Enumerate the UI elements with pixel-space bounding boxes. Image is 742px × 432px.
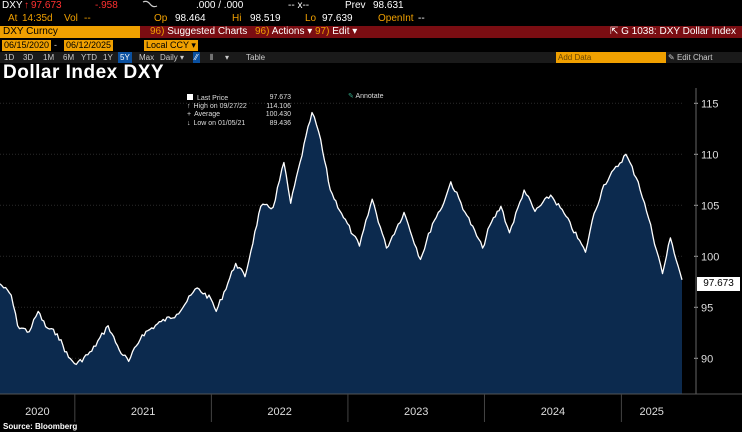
x-tick-label: 2024 bbox=[541, 406, 565, 418]
swoosh-icon bbox=[142, 0, 158, 12]
source-note: Source: Bloomberg bbox=[3, 422, 78, 431]
legend-high: ↑ High on 09/27/22 114.106 bbox=[187, 102, 291, 110]
x-axis: 2020 2021 2022 2023 2024 2025 bbox=[0, 393, 742, 422]
last-price-flag: 97.673 bbox=[697, 277, 740, 291]
legend-average: + Average 100.430 bbox=[187, 111, 291, 118]
range-6m[interactable]: 6M bbox=[63, 53, 75, 62]
range-bar: 1D 3D 1M 6M YTD 1Y 5Y Max Daily ▾ ⁄⁄ ⫴ ▾… bbox=[0, 52, 742, 63]
down-arrow-icon: ↓ bbox=[187, 119, 191, 127]
y-axis: 90 95 100 105 110 115 bbox=[694, 88, 719, 394]
y-tick-label: 90 bbox=[701, 353, 713, 365]
net-change: -.958 bbox=[95, 0, 118, 11]
export-icon: ⇱ bbox=[609, 26, 619, 37]
quote-line-2: At 14:35d Vol -- Op 98.464 Hi 98.519 Lo … bbox=[0, 13, 742, 26]
edit-menu[interactable]: 97) Edit ▾ bbox=[315, 26, 358, 37]
bar-chart-icon[interactable]: ⫴ bbox=[210, 53, 214, 62]
ticker[interactable]: DXY bbox=[2, 0, 23, 11]
range-5y[interactable]: 5Y bbox=[118, 52, 132, 63]
y-tick-label: 115 bbox=[701, 98, 719, 110]
plus-icon: + bbox=[187, 111, 192, 118]
up-arrow-icon: ↑ bbox=[24, 0, 29, 11]
time-value: 14:35d bbox=[22, 13, 53, 24]
currency-select[interactable]: Local CCY ▾ bbox=[144, 40, 198, 51]
x-tick-label: 2025 bbox=[639, 406, 663, 418]
prev-value: 98.631 bbox=[373, 0, 404, 11]
range-1y[interactable]: 1Y bbox=[103, 53, 113, 62]
quote-line-1: DXY ↑ 97.673 -.958 .000 / .000 -- x-- Pr… bbox=[0, 0, 742, 13]
chart-title: Dollar Index DXY bbox=[3, 62, 165, 83]
chevron-down-icon: ▾ bbox=[307, 26, 313, 37]
end-date-field[interactable]: 06/12/2025 bbox=[64, 40, 114, 51]
open-label: Op bbox=[154, 13, 168, 24]
vol-label: Vol bbox=[64, 13, 78, 24]
x-tick-label: 2023 bbox=[404, 406, 428, 418]
chevron-down-icon: ▾ bbox=[180, 53, 185, 62]
y-tick-label: 95 bbox=[701, 302, 713, 314]
range-3d[interactable]: 3D bbox=[23, 53, 34, 62]
actions-menu[interactable]: 96) Actions ▾ bbox=[255, 26, 313, 37]
up-arrow-icon: ↑ bbox=[187, 102, 191, 110]
edit-chart-button[interactable]: ✎ Edit Chart bbox=[668, 53, 713, 62]
last-price: 97.673 bbox=[31, 0, 62, 11]
add-data-input[interactable]: Add Data bbox=[556, 52, 666, 63]
table-button[interactable]: Table bbox=[246, 53, 266, 62]
command-bar: DXY Curncy 96) Suggested Charts 96) Acti… bbox=[0, 26, 742, 38]
x-tick-label: 2022 bbox=[267, 406, 291, 418]
chevron-down-icon: ▾ bbox=[191, 40, 196, 50]
openint-value: -- bbox=[418, 13, 425, 24]
chevron-down-icon: ▾ bbox=[352, 26, 358, 37]
x-tick-label: 2021 bbox=[131, 406, 155, 418]
line-chart-icon[interactable]: ⁄⁄ bbox=[193, 52, 200, 63]
chart-legend[interactable]: Last Price 97.673 ↑ High on 09/27/22 114.… bbox=[187, 94, 291, 128]
suggested-charts-menu[interactable]: 96) Suggested Charts bbox=[150, 26, 248, 37]
high-label: Hi bbox=[232, 13, 242, 24]
range-1d[interactable]: 1D bbox=[4, 53, 15, 62]
frequency-select[interactable]: Daily ▾ bbox=[160, 53, 185, 62]
x-tick-label: 2020 bbox=[25, 406, 49, 418]
legend-last: Last Price 97.673 bbox=[187, 94, 291, 103]
high-value: 98.519 bbox=[250, 13, 281, 24]
chevron-down-icon[interactable]: ▾ bbox=[225, 53, 230, 62]
time-label: At bbox=[8, 13, 18, 24]
y-tick-label: 100 bbox=[701, 251, 719, 263]
date-bar: 06/15/2020 - 06/12/2025 Local CCY ▾ bbox=[0, 40, 742, 51]
annotate-button[interactable]: ✎ Annotate bbox=[348, 93, 384, 100]
vol-value: -- bbox=[84, 13, 91, 24]
openint-label: OpenInt bbox=[378, 13, 414, 24]
graph-description[interactable]: ⇱ G 1038: DXY Dollar Index bbox=[609, 26, 736, 37]
white-square-icon bbox=[187, 94, 193, 100]
y-tick-label: 110 bbox=[701, 149, 719, 161]
pencil-icon: ✎ bbox=[348, 93, 354, 100]
bid-ask: .000 / .000 bbox=[196, 0, 244, 11]
range-1m[interactable]: 1M bbox=[43, 53, 55, 62]
start-date-field[interactable]: 06/15/2020 bbox=[2, 40, 52, 51]
date-separator: - bbox=[54, 40, 57, 50]
pencil-icon: ✎ bbox=[668, 53, 675, 62]
bid-ask-size: -- x-- bbox=[288, 0, 310, 11]
legend-low: ↓ Low on 01/05/21 89.436 bbox=[187, 119, 291, 127]
y-tick-label: 105 bbox=[701, 200, 719, 212]
price-area bbox=[0, 112, 682, 394]
open-value: 98.464 bbox=[175, 13, 206, 24]
prev-label: Prev bbox=[345, 0, 366, 11]
price-line bbox=[0, 111, 683, 366]
low-label: Lo bbox=[305, 13, 317, 24]
range-ytd[interactable]: YTD bbox=[81, 53, 97, 62]
range-max[interactable]: Max bbox=[139, 53, 155, 62]
low-value: 97.639 bbox=[322, 13, 353, 24]
security-field[interactable]: DXY Curncy bbox=[0, 26, 140, 38]
